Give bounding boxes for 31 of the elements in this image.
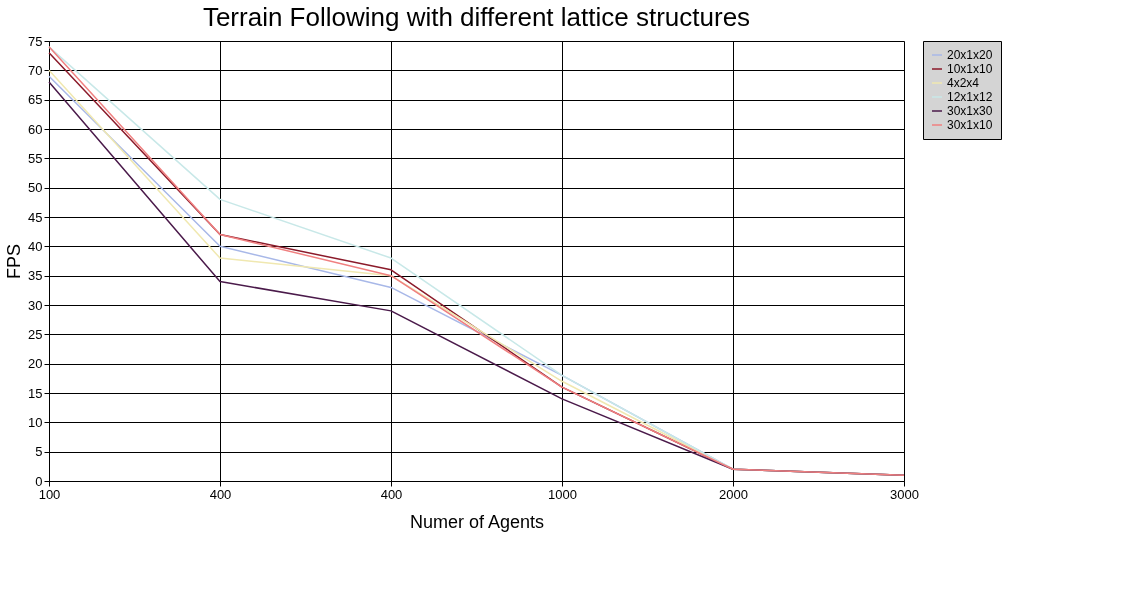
y-tick-label: 0 <box>35 473 43 489</box>
y-tick-label: 20 <box>28 356 43 372</box>
y-tick-label: 30 <box>28 297 43 313</box>
y-tick-label: 70 <box>28 62 43 78</box>
legend-label: 12x1x12 <box>947 90 993 104</box>
legend-label: 30x1x30 <box>947 104 993 118</box>
y-tick-label: 45 <box>28 209 43 225</box>
chart-title: Terrain Following with different lattice structures <box>202 2 751 32</box>
y-tick-label: 65 <box>28 92 43 108</box>
x-tick-label: 3000 <box>890 486 919 502</box>
x-tick-label: 100 <box>38 486 61 502</box>
y-tick-label: 75 <box>28 33 43 49</box>
y-tick-label: 5 <box>35 444 43 460</box>
legend-label: 4x2x4 <box>947 76 980 90</box>
y-axis-title: FPS <box>4 243 25 280</box>
legend-label: 20x1x20 <box>947 48 993 62</box>
y-tick-label: 15 <box>28 385 43 401</box>
legend-label: 30x1x10 <box>947 118 993 132</box>
x-axis-title: Numer of Agents <box>409 511 545 532</box>
y-tick-label: 55 <box>28 150 43 166</box>
x-tick-label: 1000 <box>548 486 577 502</box>
y-tick-label: 50 <box>28 180 43 196</box>
y-tick-label: 25 <box>28 326 43 342</box>
x-tick-label: 2000 <box>719 486 748 502</box>
y-tick-label: 35 <box>28 268 43 284</box>
legend-label: 10x1x10 <box>947 62 993 76</box>
y-tick-label: 60 <box>28 121 43 137</box>
y-tick-label: 40 <box>28 238 43 254</box>
y-tick-label: 10 <box>28 414 43 430</box>
x-tick-label: 400 <box>380 486 403 502</box>
x-tick-label: 400 <box>209 486 232 502</box>
